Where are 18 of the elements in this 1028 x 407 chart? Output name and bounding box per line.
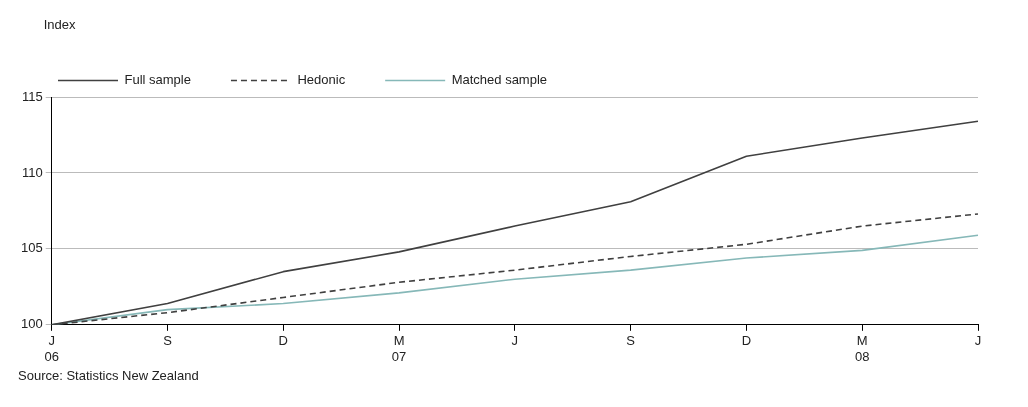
legend-label: Matched sample — [451, 72, 548, 88]
y-tick-label: 100 — [20, 316, 43, 332]
y-tick-label: 115 — [21, 88, 43, 104]
x-tick-label: D — [278, 333, 288, 349]
x-tick-label: D — [741, 333, 752, 349]
legend-label: Hedonic — [297, 72, 346, 88]
x-tick-label: J — [974, 333, 982, 349]
y-tick-label: 110 — [21, 164, 43, 180]
x-tick-label: S — [626, 333, 636, 349]
x-tick-label: M 07 — [391, 333, 407, 364]
y-tick-label: 105 — [20, 240, 43, 256]
y-axis-title: Index — [43, 17, 76, 33]
x-tick-label: M 08 — [854, 333, 870, 364]
source-note: Source: Statistics New Zealand — [18, 368, 200, 383]
legend-label: Full sample — [124, 72, 191, 88]
x-tick-label: J 06 — [44, 333, 59, 364]
x-tick-label: J — [511, 333, 519, 349]
x-tick-label: S — [163, 333, 173, 349]
